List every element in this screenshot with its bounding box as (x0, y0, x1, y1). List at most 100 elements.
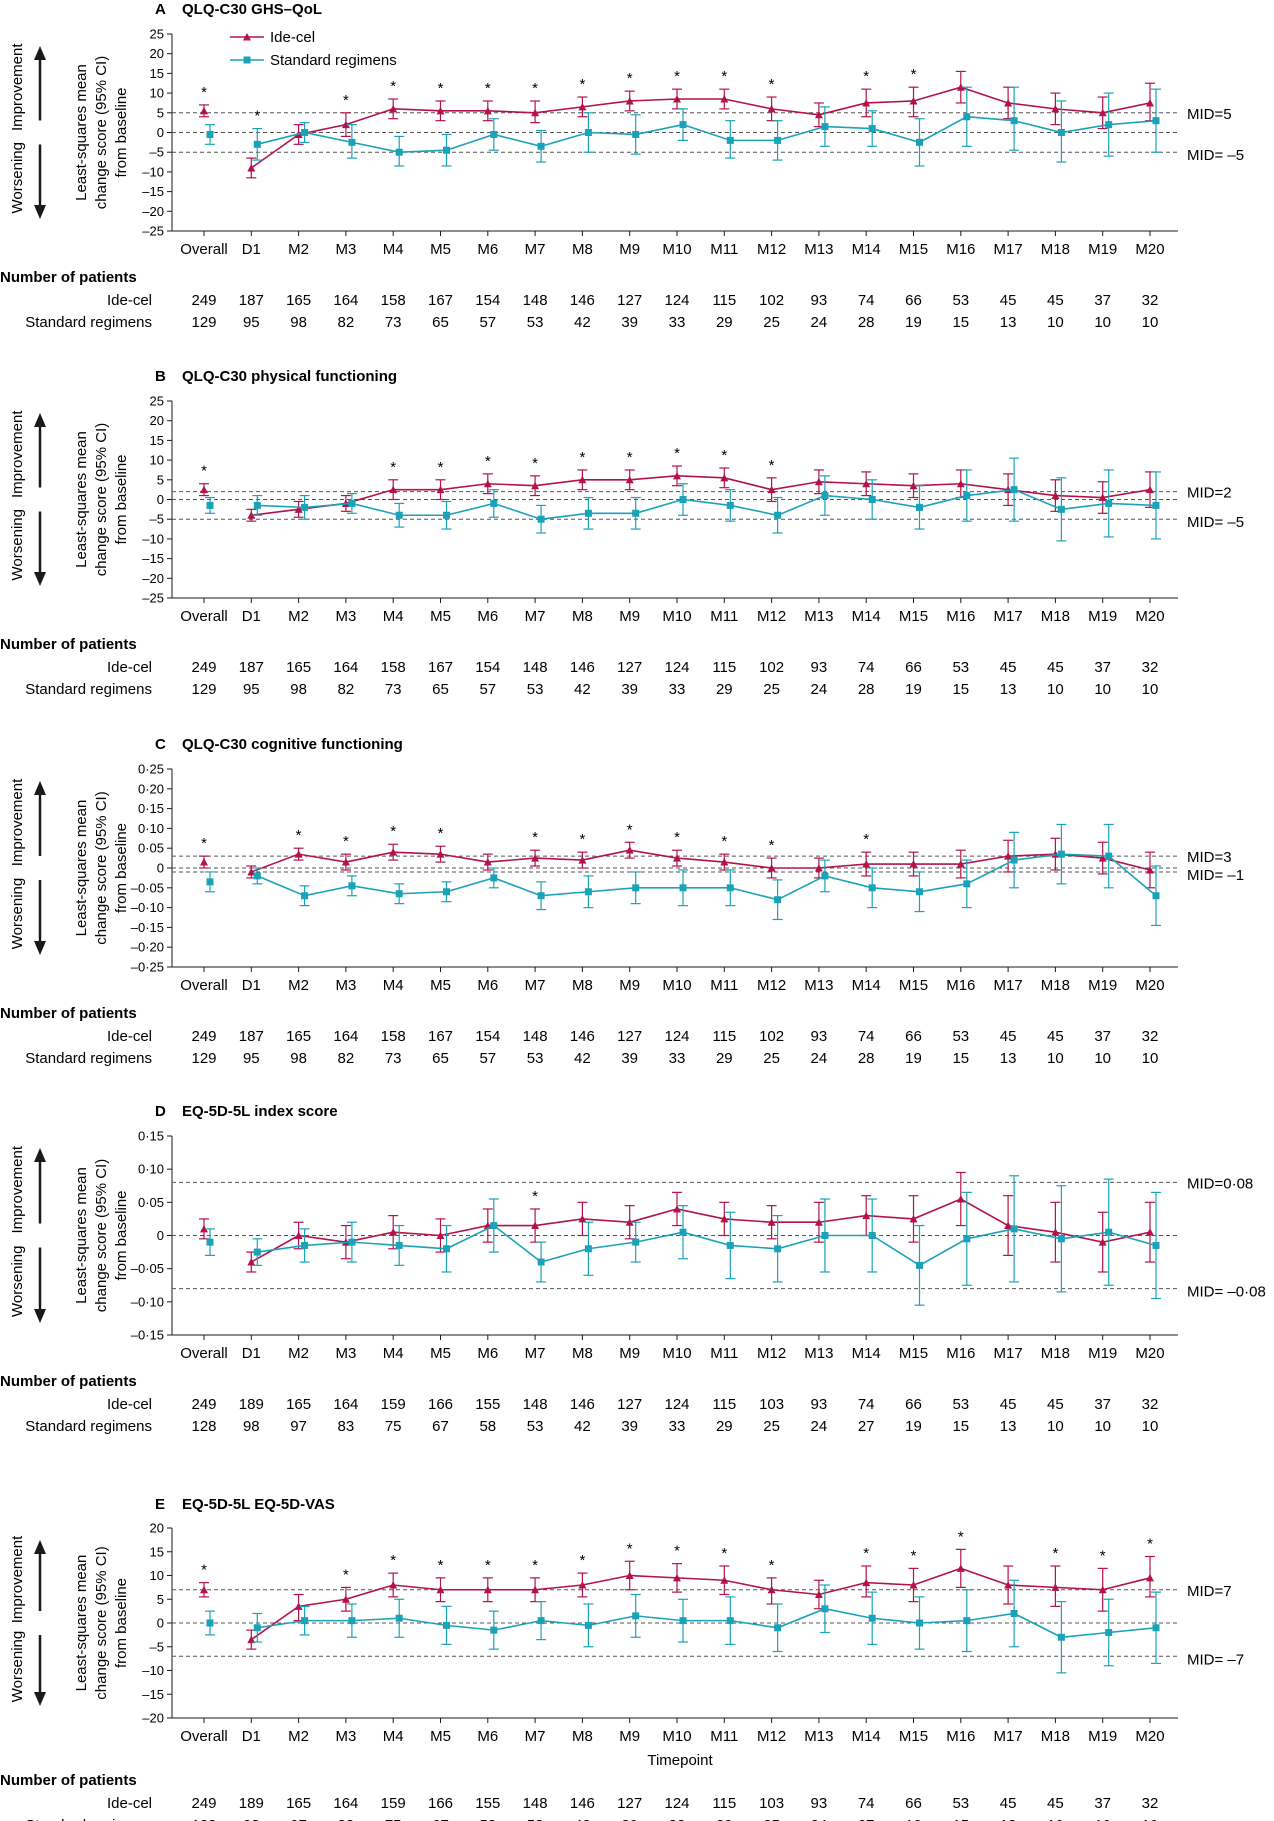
count-standard: 39 (621, 314, 638, 331)
data-point (767, 104, 776, 113)
data-point (1051, 491, 1060, 500)
count-ide-cel: 45 (1000, 659, 1017, 676)
count-standard: 25 (763, 681, 780, 698)
x-tick-label: D1 (242, 608, 261, 625)
mid-label: MID= –1 (1187, 867, 1244, 884)
mid-label: MID=0·08 (1187, 1175, 1253, 1192)
x-tick-label: M16 (946, 1728, 975, 1745)
count-standard: 25 (763, 1817, 780, 1821)
count-standard: 19 (905, 1817, 922, 1821)
row-label-ide-cel: Ide-cel (107, 1028, 152, 1045)
x-tick-label: M11 (710, 1728, 738, 1745)
count-standard: 29 (716, 1418, 733, 1435)
x-tick-label: M6 (477, 1728, 498, 1745)
count-ide-cel: 189 (239, 1795, 264, 1812)
data-point (200, 1224, 208, 1233)
data-point (821, 1605, 829, 1613)
count-standard: 10 (1047, 1050, 1064, 1067)
panel-b: B QLQ-C30 physical functioning 25 20 15 10 5 0 –… (0, 368, 1244, 698)
row-label-standard: Standard regimens (25, 1817, 152, 1821)
count-standard: 10 (1047, 1418, 1064, 1435)
x-tick-label: M13 (804, 1728, 833, 1745)
y-axis-label-line: change score (95% CI) (93, 1159, 110, 1312)
mid-label: MID=5 (1187, 106, 1232, 123)
data-point (726, 1617, 734, 1625)
count-ide-cel: 32 (1142, 1795, 1159, 1812)
x-tick-label: M7 (525, 608, 546, 625)
x-tick-label: M13 (804, 608, 833, 625)
mid-label: MID= –0·08 (1187, 1284, 1266, 1301)
count-ide-cel: 249 (191, 1795, 216, 1812)
data-point (673, 95, 681, 103)
data-point (1105, 1629, 1113, 1636)
data-point (774, 511, 782, 519)
y-tick-label: –10 (142, 531, 164, 546)
data-point (301, 503, 309, 511)
count-standard: 24 (811, 1817, 828, 1821)
count-ide-cel: 93 (811, 292, 828, 309)
significance-star: * (438, 80, 444, 97)
x-tick-label: M14 (852, 241, 881, 258)
count-standard: 42 (574, 314, 591, 331)
data-point (916, 888, 923, 896)
y-axis-label: Least-squares mean change score (95% CI) f… (73, 423, 130, 576)
data-point (909, 860, 918, 868)
y-tick-label: –0·05 (131, 880, 164, 895)
y-axis-label-line: change score (95% CI) (93, 423, 110, 576)
data-point (389, 848, 398, 856)
data-point (726, 136, 734, 144)
y-axis-label-line: from baseline (113, 1578, 130, 1668)
x-tick-label: M15 (899, 608, 928, 625)
data-point (584, 509, 592, 517)
count-ide-cel: 124 (664, 292, 689, 309)
data-point (200, 485, 208, 494)
count-standard: 67 (432, 1418, 449, 1435)
x-tick-label: M10 (662, 1728, 691, 1745)
data-point (436, 850, 445, 858)
data-point (774, 1245, 782, 1253)
data-point (862, 1211, 871, 1220)
count-ide-cel: 74 (858, 659, 875, 676)
x-tick-label: M3 (335, 1345, 356, 1362)
x-tick-label: M20 (1135, 1728, 1164, 1745)
data-point (726, 501, 734, 509)
count-ide-cel: 146 (570, 1396, 595, 1413)
y-tick-label: 5 (157, 105, 164, 120)
data-point (1010, 1610, 1018, 1617)
panel-c: C QLQ-C30 cognitive functioning 0·25 0·20 0·… (0, 736, 1244, 1067)
y-tick-label: 5 (157, 472, 164, 487)
data-point (1004, 852, 1013, 860)
improvement-label: Improvement (9, 410, 26, 498)
significance-star: * (627, 70, 633, 87)
series-standard (205, 457, 1161, 542)
data-point (348, 499, 356, 507)
count-ide-cel: 37 (1094, 1795, 1111, 1812)
worsening-label: Worsening (9, 1246, 26, 1317)
count-standard: 13 (1000, 1817, 1017, 1821)
data-point (301, 892, 309, 900)
count-standard: 58 (479, 1418, 496, 1435)
data-point (1010, 1225, 1018, 1233)
significance-star: * (343, 1566, 349, 1583)
y-axis-label-line: Least-squares mean (73, 1555, 90, 1692)
count-ide-cel: 249 (191, 659, 216, 676)
row-label-standard: Standard regimens (25, 1418, 152, 1435)
data-point (1057, 129, 1065, 136)
data-point (443, 511, 450, 519)
x-tick-label: M18 (1041, 608, 1070, 625)
legend-standard: Standard regimens (270, 52, 397, 69)
data-point (443, 1621, 450, 1629)
y-tick-label: 0 (157, 125, 164, 140)
count-ide-cel: 159 (381, 1396, 406, 1413)
data-point (490, 1626, 498, 1634)
data-point (537, 1617, 545, 1625)
x-tick-label: M10 (662, 977, 691, 994)
data-point (578, 102, 587, 111)
data-point (389, 1228, 398, 1236)
data-point (625, 1571, 634, 1579)
x-tick-label: M9 (619, 977, 640, 994)
y-tick-label: 5 (157, 1592, 164, 1607)
x-tick-label: D1 (242, 977, 261, 994)
x-tick-label: M20 (1135, 977, 1164, 994)
y-tick-label: 20 (150, 46, 164, 61)
